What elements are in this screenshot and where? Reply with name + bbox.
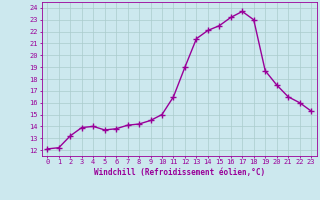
- X-axis label: Windchill (Refroidissement éolien,°C): Windchill (Refroidissement éolien,°C): [94, 168, 265, 177]
